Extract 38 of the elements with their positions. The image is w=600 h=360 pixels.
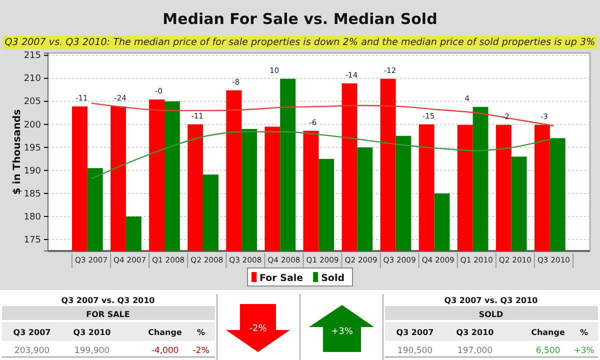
text: -2% — [192, 346, 210, 356]
y-tick-label: 195 — [24, 143, 41, 154]
text: % — [580, 328, 588, 337]
y-tick-label: 185 — [24, 189, 41, 200]
text: 199,900 — [74, 346, 110, 356]
text: 190,500 — [397, 346, 433, 356]
y-axis-title: $ in Thousands — [12, 109, 23, 195]
text: 197,000 — [457, 346, 493, 356]
text: +3% — [331, 327, 354, 337]
text: % — [196, 328, 206, 337]
text: Q3 2007 — [13, 328, 51, 337]
chart-title: Median For Sale vs. Median Sold — [162, 10, 438, 28]
chart-subtitle: Q3 2007 vs. Q3 2010: The median price of for sale properties is down 2% and the median price of sold properties is up 3% — [4, 37, 596, 48]
text: SOLD — [478, 310, 504, 319]
y-tick-label: 205 — [24, 97, 41, 108]
y-tick-label: 210 — [24, 74, 42, 84]
legend-label: Sold — [321, 273, 345, 284]
text: Change — [148, 328, 182, 337]
y-tick-label: 200 — [24, 120, 42, 130]
text: FOR SALE — [86, 310, 130, 319]
y-tick-label: 175 — [24, 235, 41, 246]
legend-label: For Sale — [259, 273, 304, 284]
y-tick-label: 215 — [24, 51, 41, 62]
line-series — [90, 102, 554, 126]
text: Q3 2010 — [456, 328, 494, 337]
text: -2% — [249, 324, 268, 334]
text: Q3 2007 — [396, 328, 434, 337]
text: +3% — [574, 346, 594, 356]
text: 203,900 — [14, 346, 50, 356]
y-tick-label: 190 — [24, 166, 42, 176]
text: Q3 2007 vs. Q3 2010 — [61, 296, 156, 305]
text: -4,000 — [151, 346, 179, 356]
text: Q3 2007 vs. Q3 2010 — [444, 296, 538, 305]
y-tick-label: 180 — [24, 212, 42, 222]
line-series — [90, 131, 554, 180]
text: 6,500 — [536, 346, 560, 356]
text: Q3 2010 — [73, 328, 112, 337]
text: Change — [531, 328, 566, 337]
